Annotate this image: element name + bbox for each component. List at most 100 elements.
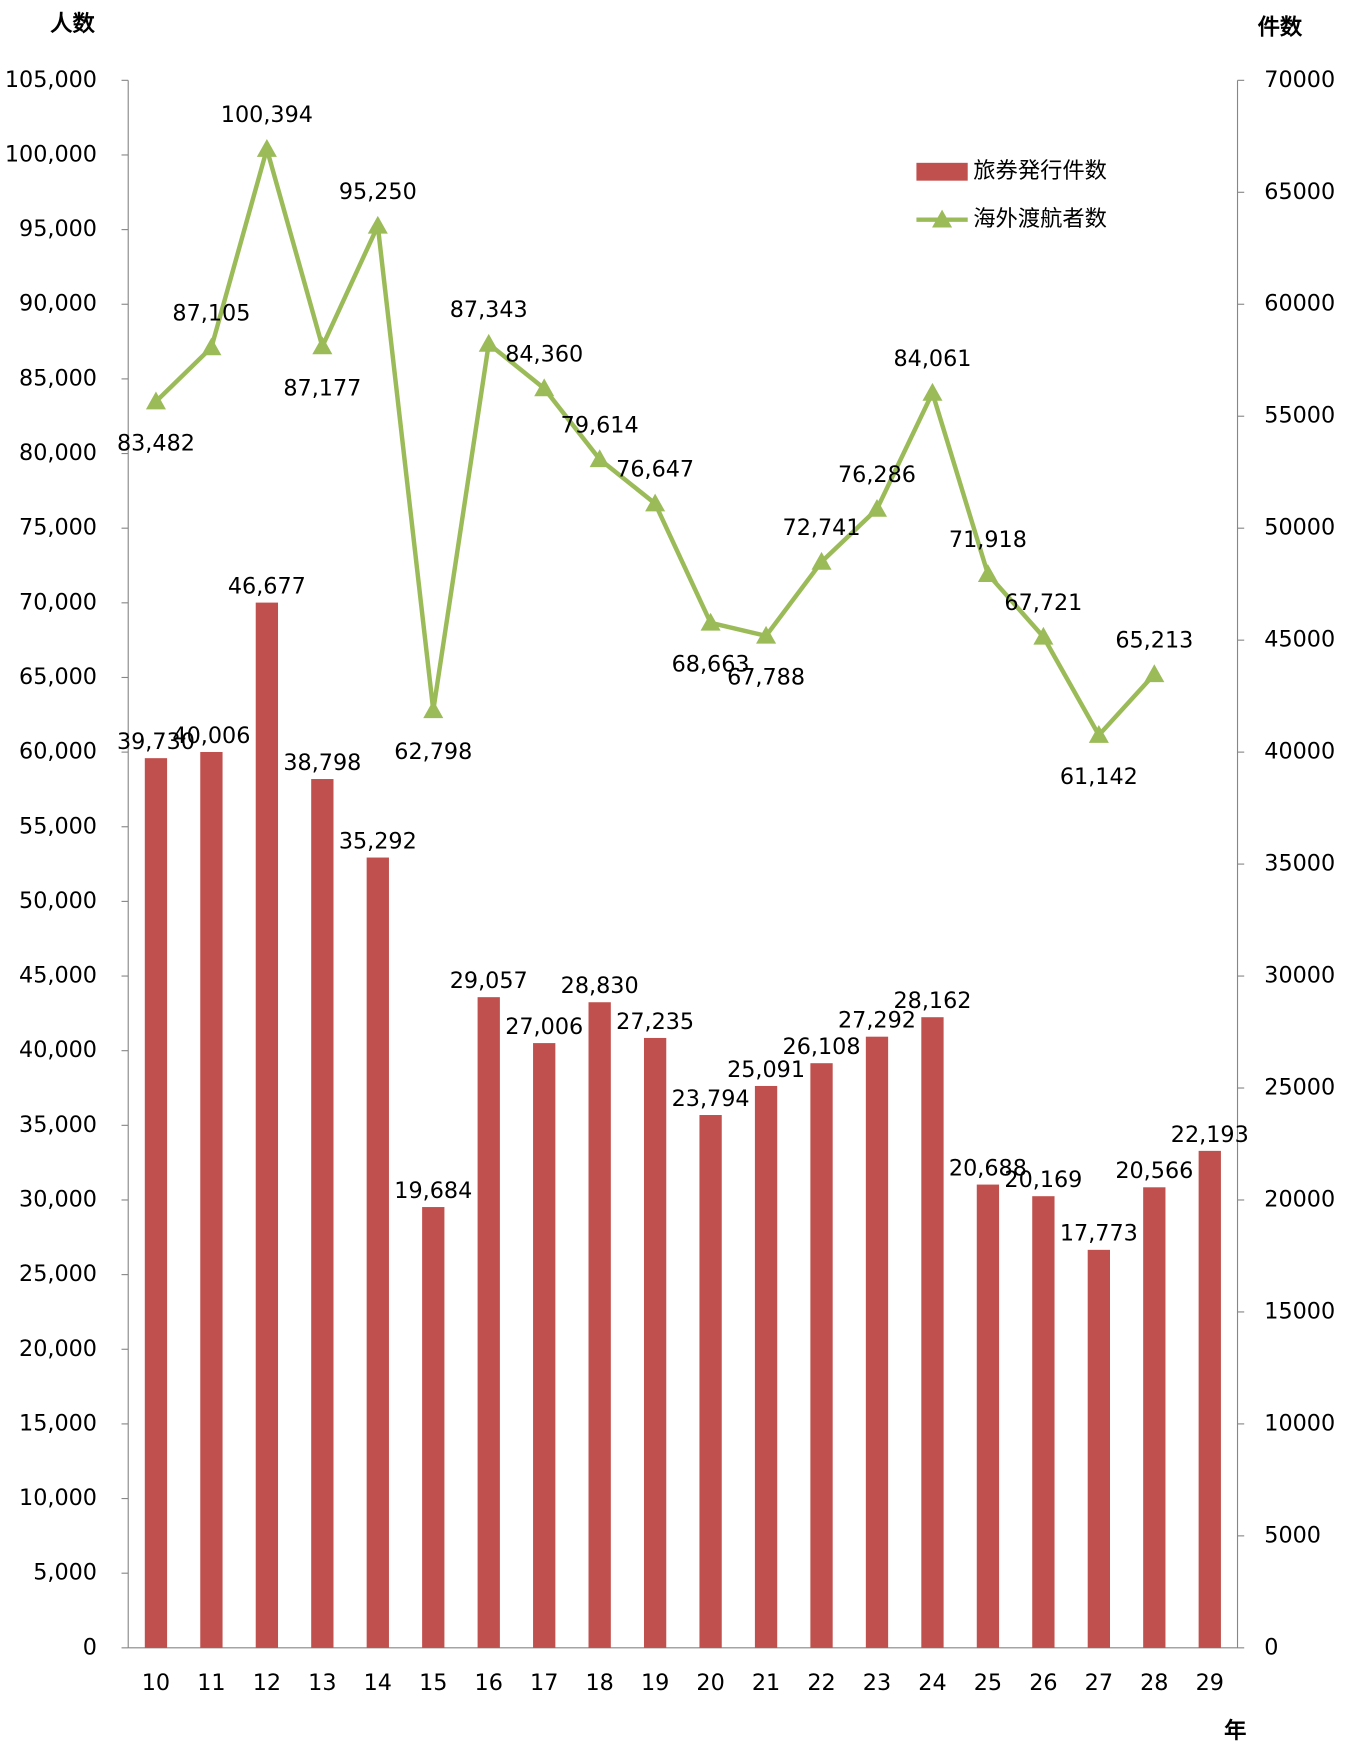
line-value-label: 68,663 <box>672 652 750 678</box>
line-value-label: 65,213 <box>1115 627 1193 653</box>
line <box>154 140 1156 739</box>
y-tick-label: 80,000 <box>19 440 97 466</box>
y2-tick-label: 70000 <box>1264 67 1335 93</box>
line-marker <box>977 564 998 582</box>
bar <box>921 1017 944 1648</box>
x-tick-label: 28 <box>1140 1670 1168 1696</box>
y-tick-label: 50,000 <box>19 888 97 914</box>
line-value-label: 67,721 <box>1004 590 1082 616</box>
line-marker <box>312 336 333 355</box>
line-value-label: 83,482 <box>117 430 195 456</box>
y-tick-label: 5,000 <box>33 1560 97 1586</box>
y-tick-label: 15,000 <box>19 1410 97 1436</box>
y-tick-label: 90,000 <box>19 291 97 317</box>
bar <box>1087 1249 1110 1648</box>
line-marker <box>1033 626 1054 645</box>
y2-tick-label: 35000 <box>1264 851 1335 877</box>
line-marker <box>1144 664 1165 683</box>
bar <box>1198 1150 1221 1648</box>
y-axis-title: 人数 <box>50 11 95 37</box>
y-tick-label: 105,000 <box>5 67 97 93</box>
line-value-label: 62,798 <box>394 739 472 765</box>
x-tick-label: 10 <box>142 1670 170 1696</box>
y2-tick-label: 25000 <box>1264 1075 1335 1101</box>
line-marker <box>201 337 222 356</box>
x-tick-label: 22 <box>807 1670 835 1696</box>
x-tick-label: 26 <box>1029 1670 1057 1696</box>
x-tick-label: 11 <box>197 1670 225 1696</box>
line-marker <box>145 391 166 410</box>
bar-value-label: 23,794 <box>672 1086 750 1112</box>
bar <box>976 1184 1000 1648</box>
y-tick-label: 95,000 <box>19 216 97 242</box>
x-tick-label: 15 <box>419 1670 447 1696</box>
bar <box>1143 1187 1166 1648</box>
bar <box>311 779 334 1648</box>
line-marker <box>256 139 277 157</box>
line-value-label: 87,343 <box>450 297 528 323</box>
x-tick-label: 14 <box>364 1670 392 1696</box>
x-tick-label: 24 <box>918 1670 946 1696</box>
line-value-label: 84,061 <box>893 346 971 372</box>
line-marker <box>811 551 832 570</box>
y2-axis-title: 件数 <box>1258 14 1303 40</box>
bar-value-label: 27,235 <box>616 1009 694 1035</box>
x-tick-label: 17 <box>530 1670 558 1696</box>
x-tick-label: 20 <box>696 1670 724 1696</box>
bar-value-label: 22,193 <box>1171 1122 1249 1148</box>
y2-tick-label: 45000 <box>1264 627 1335 653</box>
bar-value-label: 25,091 <box>727 1057 805 1083</box>
y-tick-label: 65,000 <box>19 664 97 690</box>
bar <box>810 1063 833 1648</box>
bar <box>422 1207 445 1648</box>
bar <box>699 1115 722 1648</box>
bar <box>865 1036 889 1648</box>
line-marker <box>1088 725 1109 743</box>
bar-value-label: 38,798 <box>283 750 361 776</box>
x-axis-title: 年 <box>1224 1717 1246 1744</box>
bar-value-label: 19,684 <box>394 1178 472 1204</box>
y-tick-label: 100,000 <box>5 141 97 167</box>
line-value-label: 79,614 <box>561 412 639 438</box>
x-tick-label: 16 <box>475 1670 503 1696</box>
bar <box>533 1043 556 1648</box>
x-tick-label: 25 <box>974 1670 1002 1696</box>
y2-tick-label: 10000 <box>1264 1410 1335 1436</box>
bar-value-label: 35,292 <box>339 828 417 854</box>
line-value-label: 87,105 <box>172 301 250 327</box>
y2-tick-label: 15000 <box>1264 1298 1335 1324</box>
legend-swatch <box>916 162 968 181</box>
line-value-label: 72,741 <box>783 515 861 541</box>
bar-value-label: 27,006 <box>505 1014 583 1040</box>
line-marker <box>756 625 777 644</box>
x-tick-label: 21 <box>752 1670 780 1696</box>
y-tick-label: 10,000 <box>19 1485 97 1511</box>
y-tick-label: 70,000 <box>19 589 97 615</box>
line-marker <box>700 612 721 631</box>
y-tick-label: 30,000 <box>19 1186 97 1212</box>
bar-value-label: 27,292 <box>838 1008 916 1034</box>
bar-value-label: 29,057 <box>450 968 528 994</box>
x-tick-label: 23 <box>863 1670 891 1696</box>
y2-tick-label: 55000 <box>1264 403 1335 429</box>
bar <box>1032 1196 1055 1648</box>
line-marker <box>423 700 444 719</box>
y-tick-label: 60,000 <box>19 739 97 765</box>
bar-value-label: 39,730 <box>117 729 195 755</box>
y2-tick-label: 30000 <box>1264 963 1335 989</box>
x-tick-label: 19 <box>641 1670 669 1696</box>
y2-tick-label: 5000 <box>1264 1522 1321 1548</box>
y-tick-label: 35,000 <box>19 1112 97 1138</box>
line-value-label: 100,394 <box>221 102 313 128</box>
bar-value-label: 17,773 <box>1060 1221 1138 1247</box>
y-tick-label: 0 <box>83 1634 97 1660</box>
bar <box>200 751 223 1648</box>
line-value-label: 67,788 <box>727 665 805 691</box>
y-tick-label: 75,000 <box>19 515 97 541</box>
bar <box>588 1002 611 1648</box>
x-tick-label: 13 <box>308 1670 336 1696</box>
legend-label: 海外渡航者数 <box>973 206 1107 232</box>
line-value-label: 84,360 <box>505 342 583 368</box>
line-value-label: 76,286 <box>838 462 916 488</box>
